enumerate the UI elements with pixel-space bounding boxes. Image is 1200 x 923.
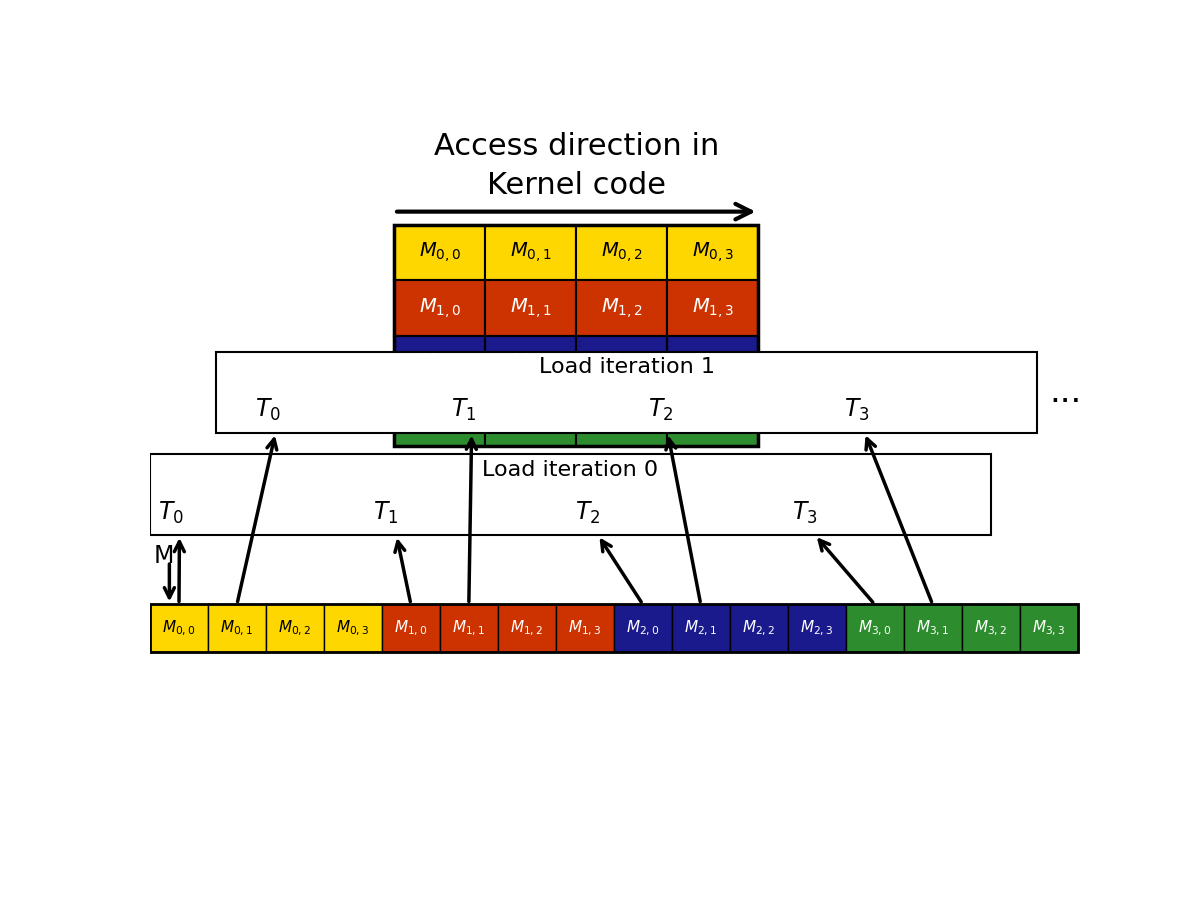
Text: $M_{0,0}$: $M_{0,0}$ <box>162 618 196 638</box>
Bar <box>613 605 672 652</box>
Text: $M_{1,3}$: $M_{1,3}$ <box>692 296 734 320</box>
Bar <box>667 281 758 336</box>
Bar <box>787 605 846 652</box>
Bar <box>150 605 1078 652</box>
Text: $T_3$: $T_3$ <box>792 499 817 526</box>
Bar <box>394 391 485 447</box>
Bar <box>485 281 576 336</box>
Bar <box>904 605 961 652</box>
Bar <box>150 605 208 652</box>
Bar <box>576 391 667 447</box>
Bar <box>498 605 556 652</box>
Text: $M_{2,0}$: $M_{2,0}$ <box>419 352 461 376</box>
Text: $M_{0,1}$: $M_{0,1}$ <box>221 618 253 638</box>
Bar <box>382 605 440 652</box>
Text: $T_2$: $T_2$ <box>575 499 600 526</box>
Text: $M_{3,0}$: $M_{3,0}$ <box>419 407 461 431</box>
Text: $M_{2,1}$: $M_{2,1}$ <box>510 352 552 376</box>
Bar <box>667 391 758 447</box>
Text: $M_{3,1}$: $M_{3,1}$ <box>916 618 949 638</box>
Text: M: M <box>154 544 174 568</box>
Bar <box>576 224 667 281</box>
Text: $M_{2,3}$: $M_{2,3}$ <box>800 618 833 638</box>
Bar <box>556 605 613 652</box>
Text: $M_{1,2}$: $M_{1,2}$ <box>601 296 643 320</box>
Text: $T_2$: $T_2$ <box>648 397 673 424</box>
Bar <box>394 224 485 281</box>
Bar <box>394 336 485 391</box>
Bar <box>485 391 576 447</box>
Text: $M_{2,2}$: $M_{2,2}$ <box>601 352 643 376</box>
Text: $T_0$: $T_0$ <box>157 499 184 526</box>
Bar <box>667 336 758 391</box>
Text: Load iteration 0: Load iteration 0 <box>482 460 659 480</box>
Text: $M_{3,3}$: $M_{3,3}$ <box>1032 618 1066 638</box>
Text: $M_{1,3}$: $M_{1,3}$ <box>568 618 601 638</box>
Text: $M_{1,1}$: $M_{1,1}$ <box>452 618 486 638</box>
Text: Load iteration 1: Load iteration 1 <box>539 357 715 378</box>
Text: $M_{1,0}$: $M_{1,0}$ <box>394 618 427 638</box>
Bar <box>730 605 787 652</box>
Text: $M_{0,3}$: $M_{0,3}$ <box>692 241 734 264</box>
Bar <box>266 605 324 652</box>
Bar <box>440 605 498 652</box>
Text: $M_{3,2}$: $M_{3,2}$ <box>601 407 643 431</box>
Text: $M_{3,2}$: $M_{3,2}$ <box>974 618 1007 638</box>
Bar <box>324 605 382 652</box>
Bar <box>1020 605 1078 652</box>
Bar <box>576 336 667 391</box>
Bar <box>208 605 266 652</box>
Text: $T_1$: $T_1$ <box>373 499 398 526</box>
Text: $M_{0,1}$: $M_{0,1}$ <box>510 241 552 264</box>
Text: $M_{3,1}$: $M_{3,1}$ <box>510 407 552 431</box>
Bar <box>485 336 576 391</box>
Text: $T_0$: $T_0$ <box>254 397 281 424</box>
Bar <box>846 605 904 652</box>
Bar <box>576 281 667 336</box>
Text: $M_{1,2}$: $M_{1,2}$ <box>510 618 544 638</box>
Text: $M_{2,1}$: $M_{2,1}$ <box>684 618 718 638</box>
Bar <box>394 224 758 447</box>
Bar <box>216 352 1037 433</box>
Bar <box>394 281 485 336</box>
Bar <box>672 605 730 652</box>
Text: $M_{2,2}$: $M_{2,2}$ <box>742 618 775 638</box>
Text: Access direction in
Kernel code: Access direction in Kernel code <box>433 132 719 199</box>
Text: $M_{0,3}$: $M_{0,3}$ <box>336 618 370 638</box>
Text: $M_{0,2}$: $M_{0,2}$ <box>278 618 312 638</box>
Text: $M_{1,1}$: $M_{1,1}$ <box>510 296 552 320</box>
Text: $M_{3,3}$: $M_{3,3}$ <box>692 407 734 431</box>
Text: $M_{0,0}$: $M_{0,0}$ <box>419 241 461 264</box>
Bar <box>150 454 991 535</box>
Text: $M_{0,2}$: $M_{0,2}$ <box>601 241 643 264</box>
Text: $M_{1,0}$: $M_{1,0}$ <box>419 296 461 320</box>
Text: ...: ... <box>1049 376 1081 409</box>
Text: $M_{2,0}$: $M_{2,0}$ <box>626 618 660 638</box>
Text: $M_{2,3}$: $M_{2,3}$ <box>692 352 734 376</box>
Text: $T_1$: $T_1$ <box>451 397 476 424</box>
Text: $M_{3,0}$: $M_{3,0}$ <box>858 618 892 638</box>
Bar <box>667 224 758 281</box>
Bar <box>961 605 1020 652</box>
Text: $T_3$: $T_3$ <box>844 397 869 424</box>
Bar <box>485 224 576 281</box>
